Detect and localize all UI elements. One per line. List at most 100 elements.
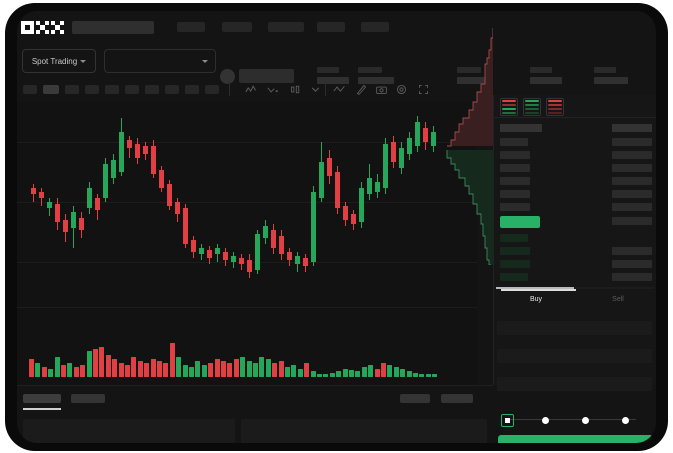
nav-item-4[interactable] [317,22,345,32]
order-amount-field[interactable] [497,349,652,363]
candle-body [327,158,332,176]
timeframe-7[interactable] [145,85,159,94]
pair-selector[interactable] [104,49,216,73]
orderbook-col-header-right [612,124,652,132]
candle-body [143,146,148,154]
volume-bar [35,363,41,377]
nav-item-5[interactable] [361,22,389,32]
candle-body [127,140,132,148]
volume-bar [413,373,418,377]
timeframe-2[interactable] [43,85,59,94]
orderbook-ask-price-5[interactable] [500,190,530,198]
volume-bar [221,361,226,377]
draw-pencil-icon[interactable] [355,83,368,96]
orderbook-ask-amount-2[interactable] [612,151,652,159]
volume-bar [189,367,194,377]
pair-name [239,69,294,83]
bottom-action-2[interactable] [441,394,473,403]
volume-bar [125,365,130,377]
timeframe-1[interactable] [23,85,37,94]
candle-body [423,128,428,142]
order-price-field[interactable] [497,321,652,335]
timeframe-5[interactable] [105,85,119,94]
bottom-action-1[interactable] [400,394,430,403]
tab-sell[interactable]: Sell [612,296,624,303]
coin-avatar [220,69,235,84]
volume-bar [361,367,367,377]
timeframe-9[interactable] [185,85,199,94]
line-chart-icon[interactable] [333,83,346,96]
candle-body [431,132,436,146]
candle-body [111,160,116,178]
orderbook-ask-amount-3[interactable] [612,164,652,172]
okx-logo[interactable] [21,21,65,34]
header-search-bar[interactable] [72,21,154,34]
orderbook-ask-price-4[interactable] [500,177,530,185]
bottom-panel-left[interactable] [23,419,235,443]
orderbook-view-bids-icon[interactable] [523,98,541,116]
stepper-step-2[interactable] [542,416,549,424]
candle-body [71,212,76,228]
market-type-label: Spot Trading [31,56,78,66]
indicators-icon[interactable] [245,83,258,96]
orderbook-bid-price-1[interactable] [500,234,528,242]
price-chart[interactable] [17,102,477,385]
orderbook-ask-amount-5[interactable] [612,190,652,198]
timeframe-3[interactable] [65,85,79,94]
orderbook-view-asks-icon[interactable] [546,98,564,116]
order-total-field[interactable] [497,377,652,391]
candle-body [239,258,244,264]
orderbook-bid-price-3[interactable] [500,260,530,268]
timeframe-8[interactable] [165,85,179,94]
tab-order-history[interactable] [71,394,105,403]
orderbook-view-both-icon[interactable] [500,98,518,116]
fullscreen-icon[interactable] [417,83,430,96]
settings-gear-icon[interactable] [395,83,408,96]
device-screen: Spot Trading [17,11,656,443]
chevron-down-icon[interactable] [309,83,322,96]
candle-body [375,182,380,192]
orderbook-bid-price-2[interactable] [500,247,530,255]
volume-bar [208,363,214,377]
volume-bar [406,371,412,377]
orderbook-ask-price-3[interactable] [500,164,530,172]
stepper-step-1-active[interactable] [501,414,514,427]
volume-bar [48,369,54,377]
stepper-step-3[interactable] [582,416,589,424]
orderbook-ask-amount-1[interactable] [612,138,652,146]
camera-icon[interactable] [375,83,388,96]
orderbook-bid-amount-3[interactable] [612,260,652,268]
nav-item-2[interactable] [222,22,252,32]
tab-open-orders[interactable] [23,394,61,403]
timeframe-4[interactable] [85,85,99,94]
stepper-step-4[interactable] [622,416,629,424]
orderbook-ask-amount-6[interactable] [612,203,652,211]
nav-item-3[interactable] [268,22,304,32]
bottom-panel-right[interactable] [241,419,487,443]
timeframe-6[interactable] [125,85,139,94]
chart-type-icon[interactable] [289,83,302,96]
orderbook-ask-price-6[interactable] [500,203,530,211]
nav-item-1[interactable] [177,22,205,32]
orderbook-last-price-row[interactable] [500,216,540,228]
stat-high [457,67,493,84]
tab-buy[interactable]: Buy [529,296,543,303]
volume-bar [93,349,98,377]
orderbook-bid-price-4[interactable] [500,273,528,281]
volume-bar [349,370,354,377]
orderbook-scrollbar[interactable] [496,287,654,289]
orderbook-ask-amount-4[interactable] [612,177,652,185]
trade-tabs: Buy Sell [493,288,656,312]
orderbook-ask-price-1[interactable] [500,138,528,146]
volume-bar [291,365,297,377]
orderbook-col-header-left [500,124,542,132]
orderbook-bid-amount-4[interactable] [612,273,652,281]
compare-icon[interactable] [267,83,280,96]
volume-bar [233,359,239,377]
orderbook-ask-price-2[interactable] [500,151,530,159]
market-type-selector[interactable]: Spot Trading [22,49,96,73]
timeframe-10[interactable] [205,85,219,94]
orderbook-bid-amount-2[interactable] [612,247,652,255]
place-order-button[interactable] [498,435,653,443]
amount-percent-stepper[interactable] [498,413,653,427]
